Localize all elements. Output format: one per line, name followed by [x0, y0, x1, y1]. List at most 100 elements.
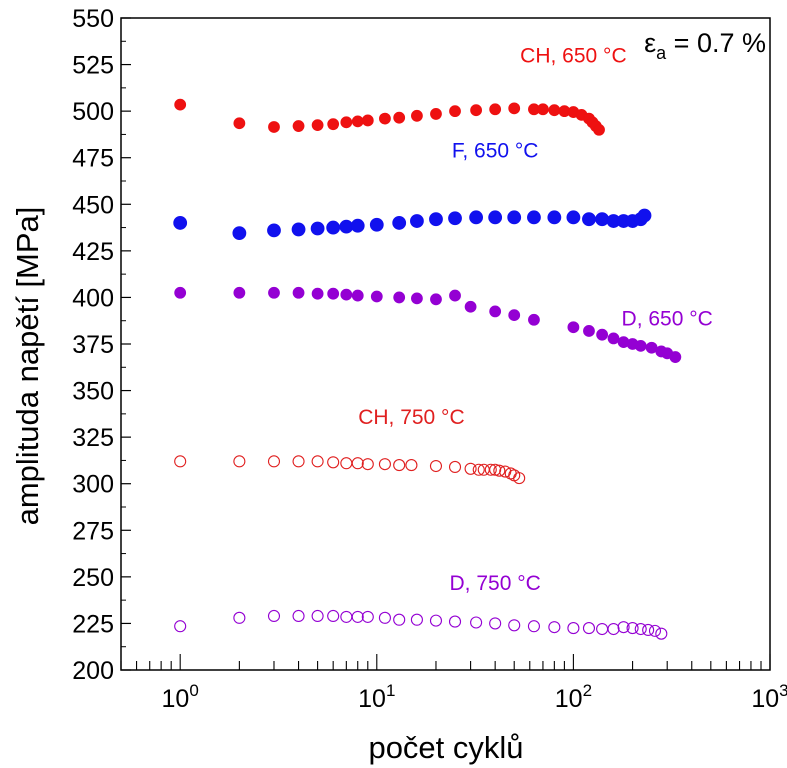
data-point: [326, 220, 341, 235]
data-point: [617, 621, 630, 634]
x-tick-base: 10: [751, 685, 779, 713]
series-2: D, 650 °C: [174, 286, 713, 363]
data-point: [626, 622, 639, 635]
data-point: [469, 210, 484, 225]
data-point: [410, 214, 424, 228]
strain-subscript: a: [656, 43, 667, 63]
data-point: [448, 615, 462, 628]
data-point: [392, 216, 407, 230]
x-tick-base: 10: [358, 685, 386, 713]
data-point: [292, 455, 305, 468]
data-point: [393, 613, 406, 626]
x-tick-label: 102: [555, 681, 592, 713]
series-label: D, 650 °C: [622, 307, 713, 330]
data-point: [449, 105, 461, 118]
data-point: [292, 286, 305, 299]
data-point: [378, 458, 391, 471]
x-tick-exponent: 0: [189, 681, 198, 700]
y-tick-label: 250: [72, 564, 114, 592]
x-tick-base: 10: [162, 685, 190, 713]
y-tick-label: 325: [72, 424, 114, 452]
strain-amplitude-annotation: εa = 0.7 %: [644, 28, 766, 63]
data-point: [464, 462, 477, 475]
data-point: [411, 292, 423, 305]
data-point: [340, 610, 353, 623]
strain-symbol: ε: [644, 28, 656, 58]
x-tick-label: 101: [358, 681, 395, 713]
y-tick-label: 475: [72, 145, 114, 173]
strain-value: = 0.7 %: [666, 28, 766, 58]
data-point: [311, 119, 324, 132]
data-point: [547, 210, 562, 225]
series-label: D, 750 °C: [450, 572, 541, 595]
data-point: [174, 98, 187, 111]
data-point: [292, 120, 305, 132]
data-point: [174, 455, 187, 468]
data-point: [548, 621, 561, 634]
data-point: [370, 290, 383, 303]
x-axis-title: počet cyklů: [368, 730, 523, 765]
data-point: [410, 613, 423, 626]
data-point: [508, 309, 521, 322]
data-point: [379, 112, 391, 125]
y-tick-label: 450: [72, 191, 114, 219]
data-point: [291, 222, 306, 237]
data-point: [489, 617, 502, 630]
series-1: F, 650 °C: [173, 140, 652, 241]
series-4: D, 750 °C: [174, 572, 668, 640]
x-tick-label: 100: [162, 681, 199, 713]
data-point: [527, 620, 540, 633]
data-point: [464, 300, 477, 313]
data-point: [489, 103, 502, 116]
data-point: [527, 210, 541, 225]
data-point: [583, 325, 595, 337]
y-axis-title: amplituda napětí [MPa]: [10, 207, 45, 526]
y-tick-label: 500: [72, 98, 114, 126]
y-tick-label: 300: [72, 471, 114, 499]
data-point: [430, 293, 442, 306]
data-point: [340, 457, 353, 470]
data-point: [361, 114, 374, 127]
plot-frame: [120, 17, 771, 671]
y-tick-label: 275: [72, 517, 114, 545]
data-point: [327, 118, 340, 131]
data-point: [311, 287, 324, 300]
data-point: [567, 321, 580, 334]
data-point: [233, 117, 246, 130]
data-point: [488, 210, 503, 225]
data-point: [669, 351, 682, 363]
data-point: [327, 287, 340, 300]
data-point: [596, 622, 609, 636]
data-point: [327, 456, 340, 469]
data-point: [449, 289, 461, 302]
x-tick-exponent: 3: [779, 681, 787, 700]
data-point: [607, 622, 620, 636]
y-tick-label: 375: [72, 331, 114, 359]
data-point: [339, 219, 354, 234]
y-tick-label: 350: [72, 378, 114, 406]
data-point: [311, 455, 324, 468]
x-tick-exponent: 2: [583, 681, 592, 700]
data-point: [369, 217, 384, 232]
x-tick-label: 103: [751, 681, 787, 713]
data-point: [595, 212, 610, 227]
data-series: CH, 650 °C F, 650 °C D, 650 °C CH, 750 °C D,…: [173, 45, 713, 640]
data-point: [327, 609, 340, 623]
data-point: [470, 616, 483, 629]
series-label: CH, 750 °C: [358, 406, 464, 429]
data-point: [567, 622, 580, 635]
data-point: [593, 123, 605, 136]
data-point: [351, 289, 364, 302]
data-point: [268, 286, 280, 299]
data-point: [351, 457, 364, 470]
data-point: [340, 116, 353, 129]
data-point: [582, 212, 596, 227]
data-point: [489, 463, 502, 476]
series-label: F, 650 °C: [452, 140, 539, 163]
y-tick-label: 525: [72, 52, 114, 80]
data-point: [448, 211, 462, 226]
data-point: [340, 288, 353, 301]
data-point: [493, 464, 506, 477]
data-point: [378, 611, 391, 624]
